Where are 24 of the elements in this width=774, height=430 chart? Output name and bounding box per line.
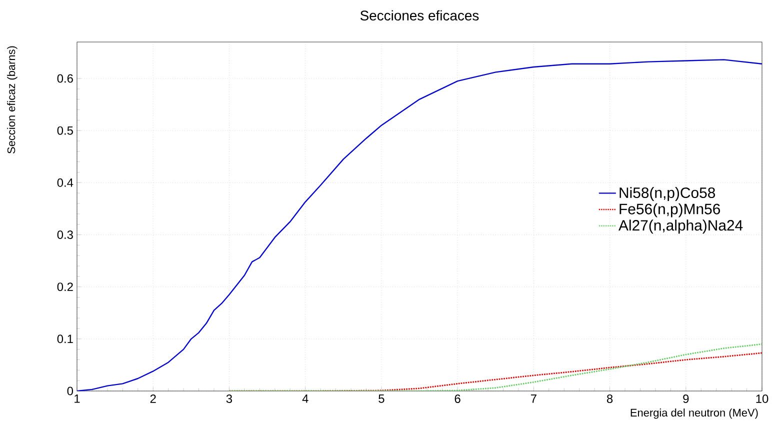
x-tick-label: 3	[226, 394, 232, 403]
x-tick-label: 6	[454, 394, 460, 403]
y-tick-label: 0.3	[57, 230, 73, 239]
x-tick-label: 8	[606, 394, 613, 403]
legend-label: Ni58(n,p)Co58	[620, 187, 716, 201]
chart-title: Secciones eficaces	[360, 10, 479, 21]
legend-label: Fe56(n,p)Mn56	[620, 203, 720, 218]
x-tick-label: 7	[530, 394, 536, 403]
x-tick-label: 9	[683, 394, 689, 403]
y-tick-label: 0	[67, 386, 74, 396]
y-tick-label: 0.4	[57, 178, 74, 187]
x-tick-label: 2	[150, 394, 156, 403]
y-tick-label: 0.5	[57, 126, 73, 135]
x-axis-title: Energia del neutron (MeV)	[630, 408, 758, 419]
y-axis-title: Seccion eficaz (barns)	[7, 46, 18, 154]
y-tick-label: 0.6	[57, 74, 73, 83]
y-tick-label: 0.1	[57, 334, 73, 344]
x-tick-label: 1	[74, 394, 80, 403]
legend-label: Al27(n,alpha)Na24	[618, 220, 743, 234]
x-tick-label: 4	[302, 394, 308, 403]
x-tick-label: 5	[378, 394, 384, 403]
line-series	[228, 343, 762, 391]
y-tick-label: 0.2	[57, 282, 73, 292]
x-tick-label: 10	[756, 394, 768, 403]
